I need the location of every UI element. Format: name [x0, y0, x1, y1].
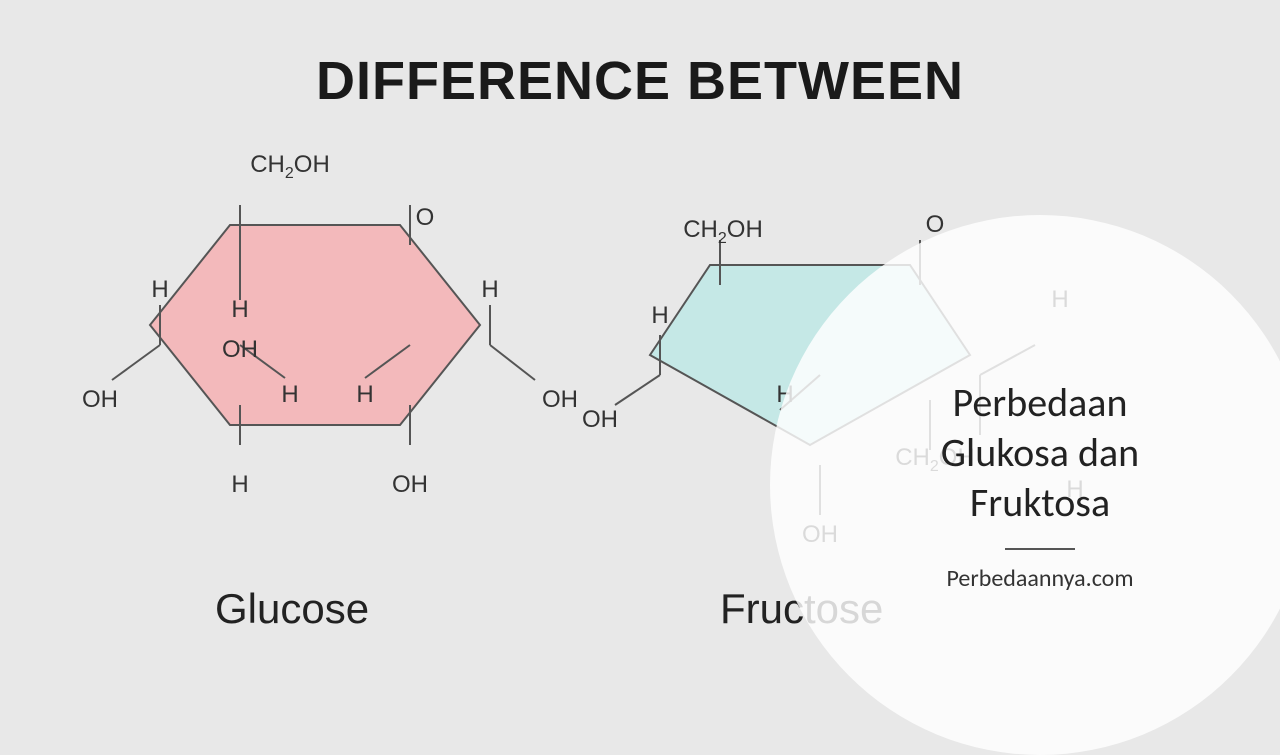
overlay-title: Perbedaan Glukosa dan Fruktosa — [901, 378, 1179, 528]
overlay-title-line1: Perbedaan — [953, 378, 1128, 427]
atom-label: H — [231, 471, 248, 499]
atom-label: OH — [82, 386, 118, 414]
atom-label: OH — [222, 336, 258, 364]
atom-label: O — [416, 204, 435, 232]
atom-label: H — [481, 276, 498, 304]
overlay-title-line2: Glukosa dan — [941, 428, 1139, 477]
atom-label: H — [356, 381, 373, 409]
atom-label: H — [651, 302, 668, 330]
atom-label: H — [231, 296, 248, 324]
atom-label: CH2OH — [683, 216, 763, 248]
overlay-site: Perbedaannya.com — [947, 564, 1134, 593]
glucose-ring — [100, 195, 540, 525]
atom-label: OH — [582, 406, 618, 434]
atom-label: CH2OH — [250, 151, 330, 183]
overlay-divider — [1005, 548, 1075, 550]
info-overlay: Perbedaan Glukosa dan Fruktosa Perbedaan… — [770, 215, 1280, 755]
atom-label: H — [151, 276, 168, 304]
atom-label: OH — [392, 471, 428, 499]
overlay-title-line3: Fruktosa — [970, 478, 1110, 527]
glucose-label: Glucose — [215, 585, 369, 633]
atom-label: OH — [542, 386, 578, 414]
page-title: DIFFERENCE BETWEEN — [0, 50, 1280, 112]
atom-label: H — [281, 381, 298, 409]
